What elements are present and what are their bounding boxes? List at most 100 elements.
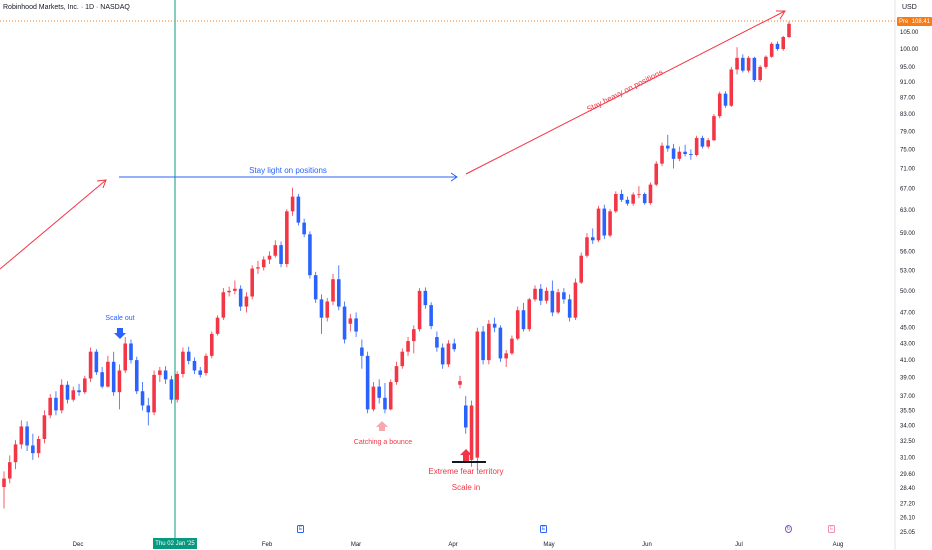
candle-body [556,292,560,313]
price-tick-label: 34.00 [900,423,916,429]
candle-body [65,384,70,400]
candle-body [602,208,607,236]
candle-body [152,374,156,413]
candle-body [521,310,526,330]
earnings-event-icon[interactable]: E [297,525,304,533]
candle-body [354,318,358,332]
price-tick-label: 47.00 [900,310,916,316]
candle-body [36,439,41,454]
candle-body [665,145,670,149]
candle-body [215,317,220,334]
candle-body [204,355,208,374]
stay-heavy-arrow-line [465,10,786,175]
candle-body [383,397,387,410]
price-tick-label: 32.50 [900,439,916,445]
candle-body [88,351,93,379]
candle-body [31,445,35,454]
candle-body [2,478,6,487]
time-tick-label: Jun [642,542,652,548]
candle-body [308,234,312,276]
candle-body [579,255,583,283]
candle-body [83,378,87,393]
candle-body [706,140,710,147]
candle-body [533,288,537,300]
candle-body [723,93,728,106]
candle-body [336,279,341,307]
candle-body [146,405,151,413]
time-tick-label: Apr [448,542,457,548]
candle-body [700,137,705,147]
candle-body [244,296,249,307]
scale-out-label: Scale out [105,315,134,322]
stay-heavy-arrow-head [776,10,786,20]
price-tick-label: 39.00 [900,376,916,382]
price-tick-label: 67.00 [900,187,916,193]
candle-body [377,386,381,398]
candle-body [631,194,635,204]
scale-in-arrow-icon [460,449,472,461]
candle-body [787,23,791,38]
candle-body [498,327,503,359]
candle-body [221,292,226,318]
pre-market-label: Pre [899,18,909,25]
candle-body [227,290,231,293]
candle-body [452,343,457,350]
candle-body [417,290,422,330]
price-tick-label: 83.00 [900,112,916,118]
price-tick-label: 29.60 [900,472,916,478]
trend-arrow-left-line [0,179,107,270]
candle-body [261,259,266,268]
candle-body [585,237,589,256]
candle-body [717,93,722,117]
candle-body [388,382,393,410]
candle-body [158,370,162,375]
candle-body [619,193,624,200]
price-tick-label: 28.40 [900,486,916,492]
scale-in-label: Scale in [452,483,480,492]
candle-body [412,329,416,342]
price-tick-label: 50.00 [900,289,916,295]
candle-body [106,361,110,387]
split-event-icon[interactable]: ↻ [785,525,792,533]
candle-body [608,211,612,236]
candle-body [544,290,549,301]
candle-body [527,299,532,330]
candle-body [440,347,445,365]
candle-body [7,462,12,479]
price-tick-label: 37.00 [900,394,916,400]
candle-body [400,351,405,367]
price-tick-label: 59.00 [900,231,916,237]
candle-body [123,343,128,371]
candle-body [614,193,618,212]
price-axis: 25.05 26.10 27.20 28.40 29.60 31.00 32.50 34.00… [900,30,919,536]
candle-body [689,154,693,156]
candle-body [181,351,185,374]
candle-body [365,355,370,410]
price-tick-label: 75.00 [900,147,916,153]
price-tick-label: 27.20 [900,501,916,507]
candle-body [94,351,99,373]
extreme-fear-label: Extreme fear territory [428,467,503,476]
candle-body [539,288,543,301]
time-tick-label: Mar [351,542,361,548]
stay-light-arrow-head [450,172,458,182]
candle-body [296,196,301,223]
candle-body [712,116,716,141]
candle-body [775,43,780,50]
time-tick-label: Aug [833,542,844,548]
price-tick-label: 26.10 [900,516,916,522]
candle-body [735,57,739,70]
earnings-event-icon[interactable]: E [540,525,547,533]
candle-body [435,337,439,348]
candle-body [348,318,353,324]
price-tick-label: 100.00 [900,47,919,53]
candle-body [256,267,260,269]
chart-title: Robinhood Markets, Inc. · 1D · NASDAQ [3,4,130,11]
price-tick-label: 105.00 [900,30,919,36]
candle-body [642,193,647,204]
candle-body [515,310,520,339]
candle-body [671,148,676,159]
candle-body [423,290,428,306]
earnings-upcoming-icon[interactable]: E [828,525,835,533]
